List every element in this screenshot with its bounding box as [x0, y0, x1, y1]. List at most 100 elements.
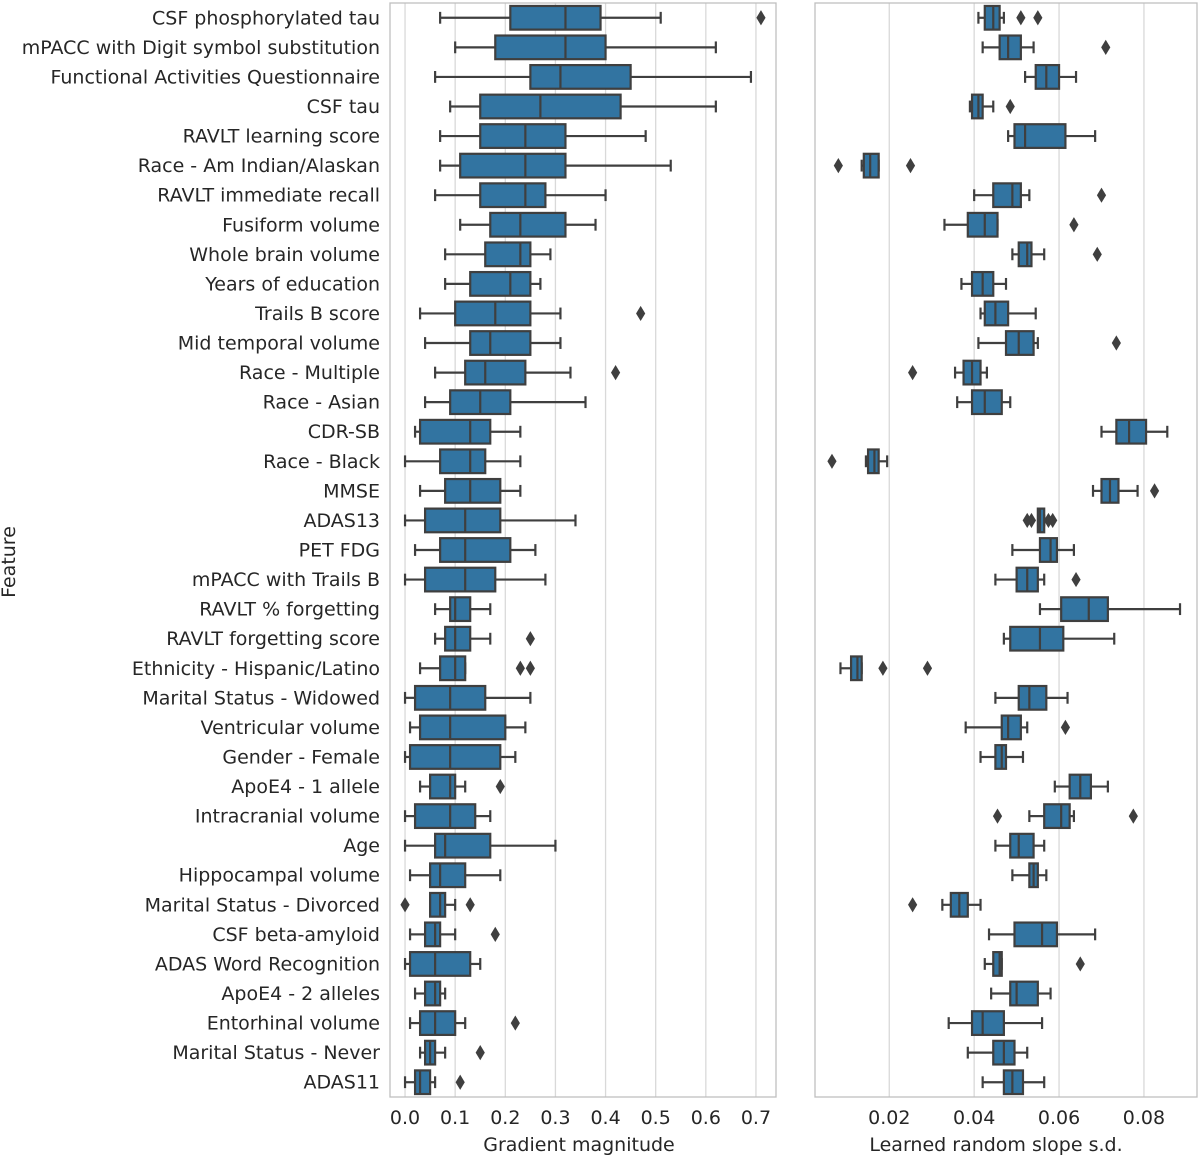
y-tick-label: Years of education [204, 273, 380, 295]
iqr-box [469, 330, 532, 356]
iqr-box [444, 625, 472, 652]
iqr-box [439, 448, 487, 475]
y-tick-label: Fusiform volume [222, 214, 380, 236]
box-gradient-23 [418, 655, 535, 682]
y-tick-label: Functional Activities Questionnaire [50, 66, 380, 88]
outlier-marker [495, 778, 505, 795]
x-tick-label: 0.1 [440, 1107, 470, 1129]
box-slope-23 [839, 655, 933, 682]
box-slope-21 [1038, 596, 1182, 623]
iqr-box [992, 951, 1003, 977]
box-gradient-34 [413, 980, 447, 1007]
box-gradient-31 [400, 891, 475, 918]
iqr-box [966, 211, 999, 238]
y-tick-label: Mid temporal volume [178, 333, 380, 355]
x-tick-label: 0.5 [641, 1107, 671, 1129]
outlier-marker [1128, 808, 1138, 824]
outlier-marker [1069, 217, 1079, 233]
y-tick-label: Hippocampal volume [179, 865, 380, 887]
iqr-box [509, 4, 602, 31]
iqr-box [423, 921, 442, 948]
outlier-marker [1060, 719, 1071, 736]
y-tick-label: Marital Status - Never [172, 1042, 380, 1064]
outlier-marker [510, 1015, 520, 1031]
outlier-marker [1096, 187, 1107, 203]
box-gradient-29 [403, 832, 557, 859]
box-slope-33 [983, 951, 1085, 977]
box-slope-24 [994, 684, 1069, 711]
outlier-marker [1033, 10, 1043, 26]
iqr-box [418, 714, 507, 741]
box-gradient-1 [439, 4, 766, 31]
iqr-box [429, 773, 457, 800]
box-slope-29 [994, 832, 1046, 859]
box-gradient-21 [434, 596, 492, 623]
box-slope-37 [981, 1069, 1046, 1096]
iqr-box [434, 832, 492, 859]
iqr-box [529, 63, 632, 90]
outlier-marker [1071, 571, 1081, 588]
iqr-box [992, 182, 1022, 209]
y-tick-label: Whole brain volume [189, 244, 380, 266]
y-tick-label: CSF phosphorylated tau [152, 7, 380, 29]
box-slope-30 [1011, 862, 1048, 889]
outlier-marker [490, 926, 500, 942]
box-slope-7 [973, 182, 1107, 209]
outlier-marker [1016, 10, 1026, 26]
box-gradient-15 [413, 418, 522, 445]
plot-frame [814, 2, 1198, 1098]
outlier-marker [1005, 98, 1015, 115]
box-slope-32 [987, 921, 1097, 948]
box-gradient-4 [449, 93, 717, 120]
box-slope-34 [990, 980, 1052, 1007]
outlier-marker [636, 305, 646, 322]
x-tick-label: 0.08 [1123, 1107, 1165, 1129]
y-tick-label: Race - Asian [263, 392, 380, 414]
feature-labels: CSF phosphorylated tau mPACC with Digit s… [22, 7, 380, 1093]
iqr-box [418, 1010, 457, 1037]
iqr-box [408, 951, 472, 977]
x-tick-label: 0.02 [868, 1107, 910, 1129]
gradient-magnitude-panel: 0.0 0.1 0.2 0.3 0.4 0.5 0.6 0.7 Gradient magnitu… [389, 2, 777, 1156]
box-gradient-24 [403, 684, 532, 711]
iqr-box [479, 93, 622, 120]
outlier-marker [1026, 512, 1037, 529]
box-slope-31 [908, 891, 982, 918]
box-slope-35 [947, 1010, 1044, 1037]
box-gradient-3 [434, 63, 753, 90]
iqr-box [423, 980, 442, 1007]
iqr-box [1009, 625, 1065, 652]
iqr-box [1017, 684, 1048, 711]
box-gradient-11 [418, 300, 646, 327]
iqr-box [1013, 123, 1067, 149]
outlier-marker [908, 364, 918, 381]
y-tick-label: Race - Am Indian/Alaskan [138, 155, 380, 177]
iqr-box [423, 507, 502, 534]
box-gradient-19 [413, 537, 537, 563]
y-tick-label: RAVLT immediate recall [157, 185, 380, 207]
iqr-box [454, 300, 532, 327]
y-tick-label: Trails B score [254, 303, 380, 325]
iqr-box [1017, 241, 1033, 268]
outlier-marker [465, 897, 475, 913]
box-slope-17 [1091, 477, 1160, 504]
x-tick-label: 0.2 [490, 1107, 520, 1129]
box-slope-1 [977, 4, 1043, 31]
box-slope-11 [979, 300, 1037, 327]
iqr-box [489, 211, 567, 238]
x-tick-label: 0.6 [691, 1107, 721, 1129]
box-gradient-12 [423, 330, 562, 356]
x-axis-label: Learned random slope s.d. [869, 1134, 1122, 1156]
box-gradient-16 [403, 448, 522, 475]
box-slope-14 [956, 389, 1012, 416]
y-tick-label: Ethnicity - Hispanic/Latino [132, 658, 380, 680]
x-tick-label: 0.06 [1038, 1107, 1080, 1129]
y-tick-label: ADAS13 [303, 510, 380, 532]
iqr-box [479, 123, 567, 149]
outlier-marker [475, 1045, 485, 1061]
iqr-box [970, 1010, 1005, 1037]
iqr-box [444, 477, 502, 504]
outlier-marker [1111, 335, 1121, 351]
box-slope-13 [908, 359, 989, 386]
y-tick-label: mPACC with Digit symbol substitution [22, 37, 380, 59]
